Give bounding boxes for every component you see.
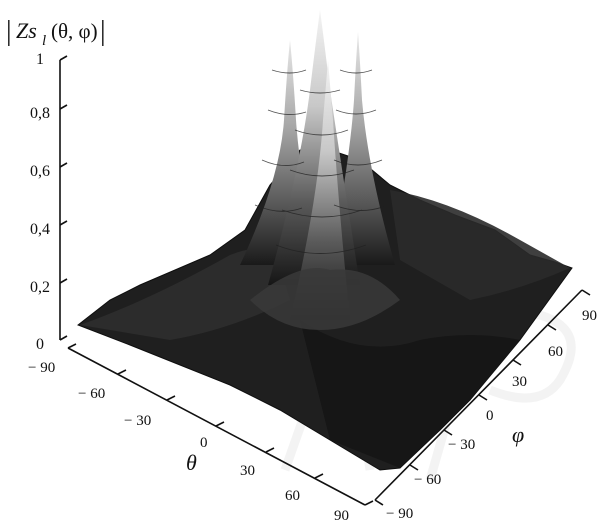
phi-axis-label: φ (512, 422, 524, 447)
phi-tick-label-3: 0 (486, 408, 494, 424)
surface-ridge-left (80, 248, 290, 340)
phi-axis-ticks (374, 289, 591, 506)
z-tick-label-3: 0,6 (30, 163, 50, 180)
z-tick-label-1: 0,2 (30, 279, 50, 296)
peak-front (290, 60, 350, 320)
z-title-args: (θ, φ) (51, 19, 98, 43)
z-tick-label-0: 0 (36, 336, 44, 353)
z-title-bar-left: | (6, 16, 12, 47)
z-axis-ticks (59, 55, 68, 341)
phi-tick-label-4: 30 (512, 374, 527, 390)
phi-tick-label-0: − 90 (386, 506, 413, 522)
theta-axis-label: θ (186, 450, 197, 475)
z-axis-tick-labels: 0 0,2 0,4 0,6 0,8 1 (30, 51, 50, 353)
theta-tick-label-1: − 60 (78, 386, 105, 402)
z-tick-label-2: 0,4 (30, 221, 50, 238)
phi-axis-tick-labels: − 90 − 60 − 30 0 30 60 90 (386, 308, 597, 522)
phi-tick-label-5: 60 (548, 344, 563, 360)
peaks (240, 10, 400, 330)
phi-tick-label-6: 90 (582, 308, 597, 324)
theta-tick-label-6: 90 (334, 508, 349, 524)
surface-ridge-right (390, 190, 570, 300)
theta-tick-label-2: − 30 (124, 413, 151, 429)
z-title-name: Zs (16, 18, 37, 43)
phi-axis-line (374, 289, 583, 501)
contour-lines (254, 69, 389, 254)
theta-tick-label-0: − 90 (28, 360, 55, 376)
z-tick-label-4: 0,8 (30, 105, 50, 122)
z-title-subscript: l (42, 33, 46, 49)
phi-tick-label-1: − 60 (414, 472, 441, 488)
theta-axis-tick-labels: − 90 − 60 − 30 0 30 60 90 (28, 360, 349, 524)
theta-axis-ticks (67, 343, 374, 506)
z-axis-title: | Zs l (θ, φ) | (6, 16, 106, 49)
z-tick-label-5: 1 (36, 51, 44, 68)
theta-tick-label-5: 60 (285, 488, 300, 504)
peak-base-glow (250, 268, 400, 330)
surface-valley (300, 320, 520, 468)
z-title-bar-right: | (100, 16, 106, 47)
theta-tick-label-4: 30 (240, 463, 255, 479)
phi-tick-label-2: − 30 (448, 437, 475, 453)
theta-tick-label-3: 0 (200, 435, 208, 451)
